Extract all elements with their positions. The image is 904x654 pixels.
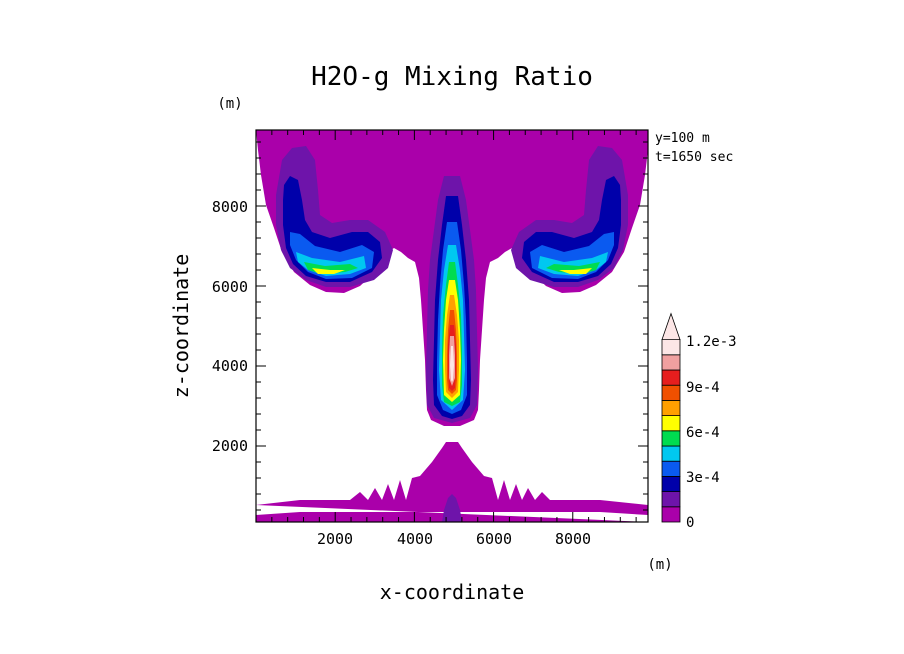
y-tick-label-2000: 2000 xyxy=(212,437,248,455)
colorbar xyxy=(661,312,681,523)
colorbar-swatch-12 xyxy=(661,339,681,356)
colorbar-swatch-8 xyxy=(661,399,681,416)
colorbar-extend-arrow xyxy=(661,312,681,341)
annotation-t: t=1650 sec xyxy=(655,150,733,165)
y-unit-label: (m) xyxy=(217,96,242,112)
x-axis xyxy=(271,130,637,522)
colorbar-swatch-1 xyxy=(661,506,681,523)
colorbar-swatch-11 xyxy=(661,354,681,371)
colorbar-swatch-10 xyxy=(661,369,681,386)
plot-area xyxy=(256,130,648,522)
x-tick-label-8000: 8000 xyxy=(555,530,591,548)
surface-layer-bin-1 xyxy=(442,494,462,522)
x-unit-label: (m) xyxy=(647,557,672,573)
y-tick-label-6000: 6000 xyxy=(212,278,248,296)
colorbar-label-2: 3e-4 xyxy=(686,470,720,486)
colorbar-swatch-6 xyxy=(661,430,681,447)
y-axis-label: z-coordinate xyxy=(169,254,193,399)
colorbar-swatch-9 xyxy=(661,384,681,401)
x-tick-label-2000: 2000 xyxy=(317,530,353,548)
colorbar-label-3: 6e-4 xyxy=(686,425,720,441)
left-lobe-bin-6 xyxy=(312,268,345,274)
y-tick-label-8000: 8000 xyxy=(212,198,248,216)
annotation-y: y=100 m xyxy=(655,131,710,146)
x-axis-label: x-coordinate xyxy=(380,580,525,604)
colorbar-swatch-5 xyxy=(661,445,681,462)
x-tick-label-6000: 6000 xyxy=(476,530,512,548)
colorbar-swatch-7 xyxy=(661,415,681,432)
colorbar-swatch-2 xyxy=(661,491,681,508)
colorbar-label-1: 0 xyxy=(686,515,694,531)
colorbar-swatch-3 xyxy=(661,475,681,492)
surface-layer-contour xyxy=(256,442,648,522)
y-axis xyxy=(256,141,648,511)
colorbar-labels: 0 3e-4 6e-4 9e-4 1.2e-3 xyxy=(686,334,737,531)
colorbar-label-5: 1.2e-3 xyxy=(686,334,737,350)
plot-frame xyxy=(255,129,649,523)
x-tick-label-4000: 4000 xyxy=(397,530,433,548)
y-tick-label-4000: 4000 xyxy=(212,357,248,375)
chart-title: H2O-g Mixing Ratio xyxy=(311,62,593,92)
column-bin-11 xyxy=(450,346,454,382)
right-lobe-bin-6 xyxy=(559,268,592,274)
colorbar-label-4: 9e-4 xyxy=(686,380,720,396)
colorbar-swatch-4 xyxy=(661,460,681,477)
